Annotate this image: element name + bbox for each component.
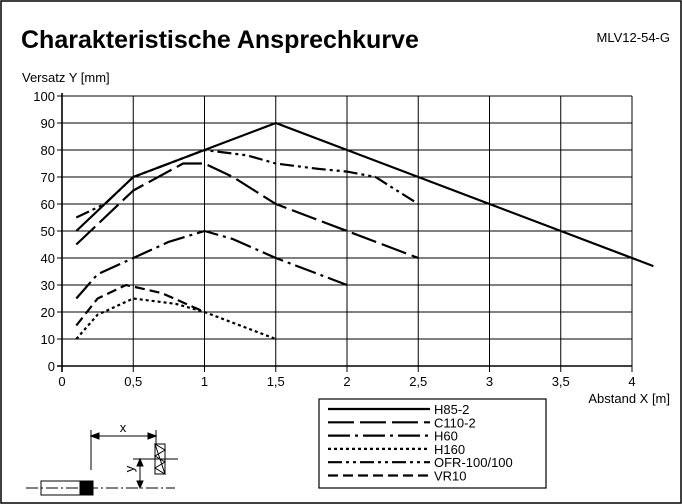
setup-diagram: x y <box>26 420 178 496</box>
x-arrow-left <box>89 432 100 440</box>
legend-label-2: H60 <box>434 429 458 444</box>
series-lines <box>75 121 654 341</box>
y-dimension-label: y <box>122 465 137 472</box>
legend-label-3: H160 <box>434 442 465 457</box>
x-tick-label: 3,5 <box>552 374 570 389</box>
legend-label-1: C110-2 <box>434 415 476 430</box>
y-tick-label: 50 <box>41 224 55 239</box>
x-dimension-label: x <box>120 420 127 435</box>
x-tick-label: 0,5 <box>124 374 142 389</box>
y-tick-label: 70 <box>41 170 55 185</box>
y-arrow-top <box>136 457 144 467</box>
y-tick-label: 60 <box>41 197 55 212</box>
series-line-2 <box>75 229 348 300</box>
x-tick-label: 0 <box>58 374 65 389</box>
x-tick-label: 3 <box>486 374 493 389</box>
legend-label-4: OFR-100/100 <box>434 455 513 470</box>
y-tick-label: 40 <box>41 251 55 266</box>
series-line-3 <box>75 297 277 341</box>
series-line-4 <box>75 148 419 219</box>
x-tick-label: 2 <box>343 374 350 389</box>
model-number: MLV12-54-G <box>597 30 670 45</box>
plot-grid <box>57 93 633 372</box>
x-axis-label: Abstand X [m] <box>588 391 670 406</box>
x-tick-labels: 0 0,5 1 1,5 2 2,5 3 3,5 4 <box>58 374 635 389</box>
y-tick-label: 10 <box>41 332 55 347</box>
y-tick-label: 20 <box>41 305 55 320</box>
x-tick-label: 4 <box>628 374 635 389</box>
y-arrow-bottom <box>136 480 144 490</box>
reflector-zigzag <box>154 442 166 476</box>
legend-label-5: VR10 <box>434 469 467 484</box>
y-tick-label: 0 <box>48 359 55 374</box>
x-arrow-right <box>147 432 158 440</box>
series-line-1 <box>75 162 419 260</box>
y-axis-label: Versatz Y [mm] <box>22 70 110 85</box>
y-tick-label: 90 <box>41 116 55 131</box>
y-tick-labels: 0 10 20 30 40 50 60 70 80 90 100 <box>33 89 55 374</box>
y-tick-label: 30 <box>41 278 55 293</box>
x-tick-label: 1,5 <box>267 374 285 389</box>
y-tick-label: 100 <box>33 89 55 104</box>
chart-title: Charakteristische Ansprechkurve <box>21 26 419 54</box>
legend-label-0: H85-2 <box>434 402 469 417</box>
x-tick-label: 2,5 <box>409 374 427 389</box>
legend-box <box>318 398 547 489</box>
y-tick-label: 80 <box>41 143 55 158</box>
x-tick-label: 1 <box>201 374 208 389</box>
series-line-5 <box>75 283 205 327</box>
